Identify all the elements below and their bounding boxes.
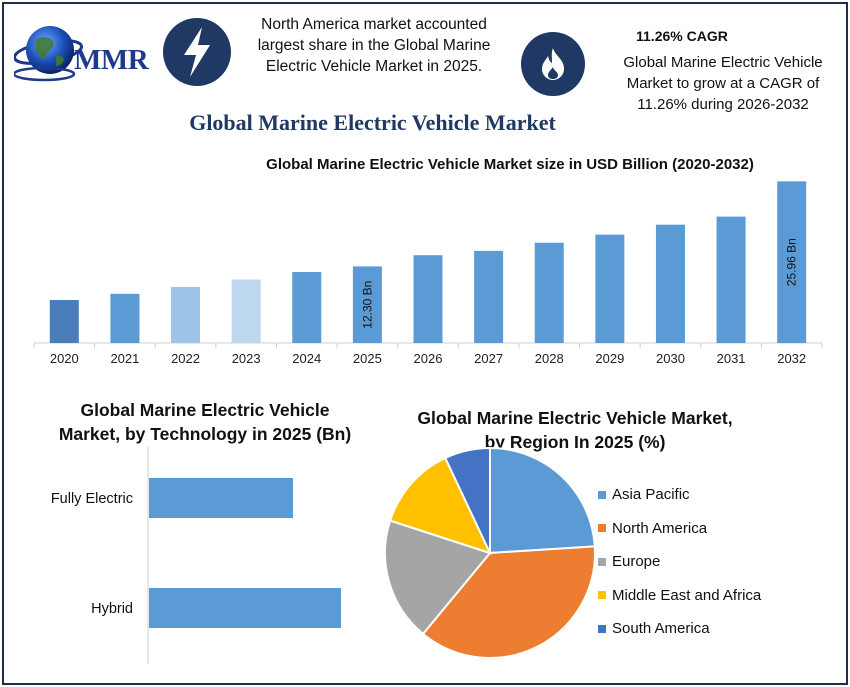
legend-label: South America <box>612 620 710 638</box>
region-pie-chart <box>384 446 596 659</box>
region-legend: Asia Pacific North America Europe Middle Ea… <box>598 478 761 646</box>
legend-swatch <box>598 490 606 499</box>
pie-slice-asia-pacific <box>489 446 596 555</box>
legend-label: Europe <box>612 553 661 571</box>
data-label-2025: 12.30 Bn <box>360 281 374 329</box>
x-tick-label: 2022 <box>171 351 200 366</box>
pie-slice-south-america <box>443 446 491 554</box>
lightning-icon <box>163 18 231 86</box>
bar-2024 <box>292 272 322 343</box>
info-left-line-1: North America market accounted <box>261 16 487 33</box>
region-title-line-1: Global Marine Electric Vehicle Market, <box>417 408 733 428</box>
category-label: Fully Electric <box>51 491 133 507</box>
legend-item: Europe <box>598 545 761 579</box>
category-label: Hybrid <box>91 601 133 617</box>
legend-swatch <box>598 624 606 633</box>
legend-label: Middle East and Africa <box>612 586 762 604</box>
hbar-fully-electric <box>149 478 293 518</box>
x-tick-label: 2023 <box>232 351 261 366</box>
flame-icon <box>521 32 585 96</box>
bar-2021 <box>110 293 140 343</box>
technology-title-line-1: Global Marine Electric Vehicle <box>80 400 330 420</box>
bar-2032 <box>777 181 807 343</box>
data-label-2032: 25.96 Bn <box>785 238 799 286</box>
legend-item: South America <box>598 612 761 646</box>
technology-chart-title: Global Marine Electric Vehicle Market, b… <box>40 398 370 446</box>
legend-item: Asia Pacific <box>598 478 761 512</box>
legend-item: Middle East and Africa <box>598 579 761 613</box>
bar-2023 <box>231 279 261 343</box>
x-tick-label: 2028 <box>535 351 564 366</box>
bar-chart-title: Global Marine Electric Vehicle Market si… <box>266 156 754 173</box>
region-chart-title: Global Marine Electric Vehicle Market, b… <box>405 406 745 454</box>
x-tick-label: 2026 <box>414 351 443 366</box>
region-title-line-2: by Region In 2025 (%) <box>484 432 666 452</box>
legend-swatch <box>598 524 606 533</box>
info-left-line-2: largest share in the Global Marine <box>257 37 491 54</box>
legend-item: North America <box>598 512 761 546</box>
market-size-bar-chart: 2020 2021 2022 2023 2024 2025 12.30 Bn 2026 2027… <box>33 181 823 366</box>
x-tick-label: 2032 <box>777 351 806 366</box>
x-tick-label: 2029 <box>595 351 624 366</box>
info-right-line-1: Global Marine Electric Vehicle <box>623 54 823 71</box>
cagr-title: 11.26% CAGR <box>636 28 728 44</box>
technology-title-line-2: Market, by Technology in 2025 (Bn) <box>58 424 352 444</box>
main-title: Global Marine Electric Vehicle Market <box>189 110 556 135</box>
bar-2025 <box>352 266 382 343</box>
bar-2031 <box>716 216 746 343</box>
bar-2030 <box>655 224 685 343</box>
x-tick-label: 2021 <box>110 351 139 366</box>
x-tick-label: 2027 <box>474 351 503 366</box>
bar-2028 <box>534 242 564 343</box>
x-tick-label: 2020 <box>50 351 79 366</box>
pie-slice-europe <box>384 519 492 636</box>
info-right-line-2: Market to grow at a CAGR of <box>626 75 820 92</box>
bar-2022 <box>171 286 201 343</box>
legend-label: Asia Pacific <box>612 486 690 504</box>
x-tick-label: 2024 <box>292 351 321 366</box>
pie-slice-middle-east-and-africa <box>388 456 492 555</box>
legend-swatch <box>598 591 606 600</box>
info-left-line-3: Electric Vehicle Market in 2025. <box>265 58 483 75</box>
bar-2029 <box>595 234 625 343</box>
mmr-logo <box>14 26 84 82</box>
legend-label: North America <box>612 519 708 537</box>
north-america-info: North America market accounted largest s… <box>234 14 514 77</box>
x-tick-label: 2030 <box>656 351 685 366</box>
info-right-line-3: 11.26% during 2026-2032 <box>637 96 809 113</box>
pie-slice-north-america <box>421 545 596 659</box>
technology-bar-chart: Fully Electric Hybrid <box>51 446 341 664</box>
bar-2020 <box>49 300 79 343</box>
x-tick-label: 2025 <box>353 351 382 366</box>
cagr-info: Global Marine Electric Vehicle Market to… <box>604 52 842 115</box>
x-tick-label: 2031 <box>717 351 746 366</box>
legend-swatch <box>598 557 606 566</box>
bar-2027 <box>474 250 504 343</box>
logo-text: MMR <box>74 44 149 76</box>
bar-2026 <box>413 255 443 343</box>
hbar-hybrid <box>149 588 341 628</box>
